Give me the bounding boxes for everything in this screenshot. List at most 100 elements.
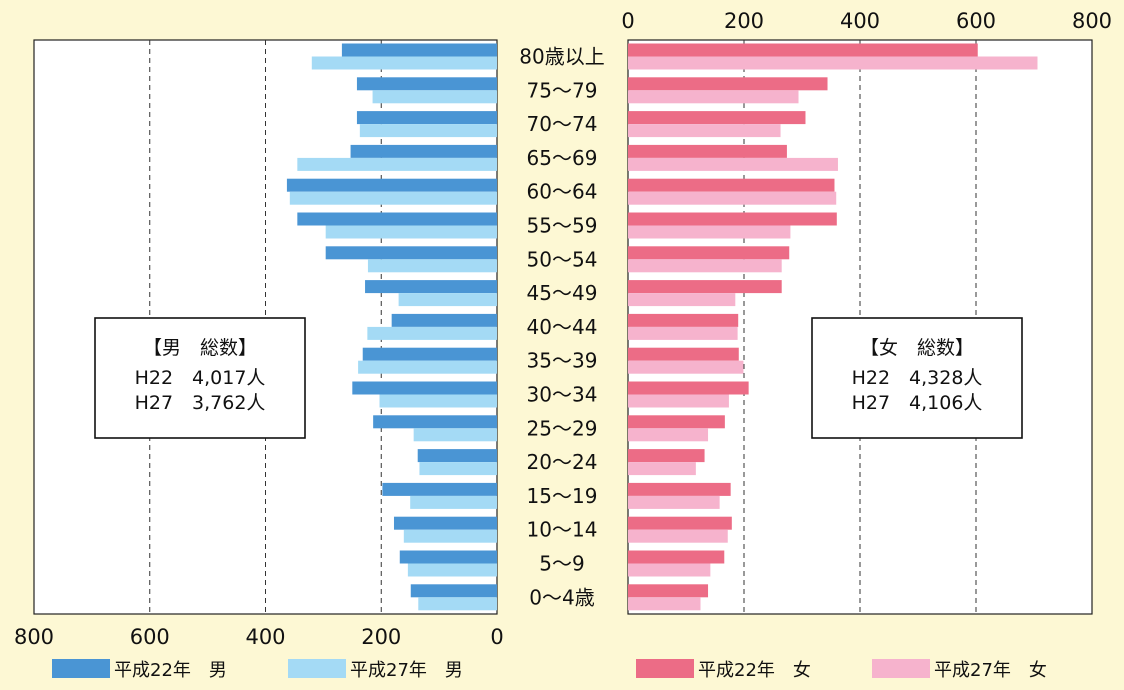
- male-bar-h22: [325, 246, 497, 260]
- age-group-label: 20～24: [527, 450, 598, 474]
- male-bar-h22: [399, 550, 497, 564]
- male-bar-h27: [359, 124, 497, 138]
- female-bar-h22: [628, 43, 978, 57]
- legend: 平成22年 男 平成27年 男 平成22年 女 平成27年 女: [52, 659, 1047, 681]
- male-bar-h22: [393, 516, 497, 530]
- female-axis-tick: 800: [1072, 9, 1112, 33]
- female-bar-h27: [628, 225, 791, 239]
- female-bar-h22: [628, 381, 749, 395]
- male-summary-line: H22 4,017人: [135, 367, 266, 389]
- male-bar-h27: [379, 394, 497, 408]
- male-bar-h27: [398, 293, 497, 307]
- male-bar-h27: [413, 428, 497, 442]
- female-axis-tick: 600: [956, 9, 996, 33]
- female-bar-h27: [628, 529, 728, 543]
- legend-label: 平成22年 男: [114, 660, 227, 681]
- female-bar-h27: [628, 259, 782, 273]
- male-bar-h27: [403, 529, 497, 543]
- female-bar-h27: [628, 191, 837, 205]
- male-axis-tick: 600: [130, 625, 170, 649]
- male-bar-h22: [382, 482, 497, 496]
- female-bar-h27: [628, 360, 744, 374]
- female-bar-h27: [628, 157, 838, 171]
- legend-label: 平成27年 女: [934, 660, 1047, 681]
- age-group-label: 55～59: [527, 214, 598, 238]
- male-bar-h22: [356, 77, 497, 91]
- female-bar-h27: [628, 293, 736, 307]
- bars: [286, 43, 1038, 611]
- female-bar-h22: [628, 111, 806, 125]
- male-bar-h27: [418, 597, 497, 611]
- tick-labels: 0 0 200 200 400 400 600 600 800 800: [14, 9, 1112, 649]
- male-bar-h27: [289, 191, 497, 205]
- age-group-label: 45～49: [527, 281, 598, 305]
- female-bar-h27: [628, 124, 781, 138]
- male-bar-h27: [407, 563, 497, 577]
- female-bar-h22: [628, 212, 837, 226]
- age-group-label: 50～54: [527, 247, 598, 271]
- age-group-label: 5～9: [539, 552, 584, 576]
- grid-lines: [149, 40, 977, 614]
- female-bar-h22: [628, 482, 731, 496]
- male-bar-h27: [372, 90, 497, 104]
- age-group-label: 65～69: [527, 146, 598, 170]
- age-group-label: 0～4歳: [529, 585, 594, 609]
- male-bar-h27: [419, 462, 497, 476]
- female-bar-h27: [628, 326, 738, 340]
- female-summary-box: [811, 317, 1023, 439]
- female-bar-h22: [628, 280, 782, 294]
- male-bar-h27: [325, 225, 497, 239]
- male-bar-h27: [410, 495, 497, 509]
- male-summary-line: H27 3,762人: [135, 392, 266, 414]
- age-group-label: 75～79: [527, 78, 598, 102]
- female-summary-title: 【女 総数】: [860, 337, 974, 359]
- male-axis-tick: 400: [245, 625, 285, 649]
- female-summary-line: H27 4,106人: [852, 392, 983, 414]
- age-group-label: 35～39: [527, 349, 598, 373]
- female-bar-h22: [628, 415, 725, 429]
- female-bar-h27: [628, 56, 1038, 70]
- male-bar-h22: [373, 415, 497, 429]
- legend-swatch: [288, 659, 346, 678]
- legend-swatch: [52, 659, 110, 678]
- male-bar-h27: [297, 157, 497, 171]
- male-bar-h22: [286, 178, 497, 192]
- female-bar-h27: [628, 495, 720, 509]
- age-group-label: 30～34: [527, 383, 598, 407]
- age-group-label: 40～44: [527, 315, 598, 339]
- male-bar-h27: [311, 56, 497, 70]
- summary-boxes: 【男 総数】 H22 4,017人 H27 3,762人 【女 総数】 H22 4,32…: [94, 317, 1023, 439]
- female-bar-h22: [628, 246, 790, 260]
- female-bar-h27: [628, 597, 701, 611]
- female-bar-h22: [628, 178, 835, 192]
- legend-swatch: [636, 659, 694, 678]
- age-group-label: 70～74: [527, 112, 598, 136]
- age-group-label: 80歳以上: [519, 45, 604, 69]
- male-bar-h22: [417, 449, 497, 463]
- male-axis-tick: 200: [361, 625, 401, 649]
- female-axis-tick: 0: [621, 9, 634, 33]
- legend-swatch: [872, 659, 930, 678]
- age-group-label: 10～14: [527, 518, 598, 542]
- male-summary-title: 【男 総数】: [143, 337, 257, 359]
- female-bar-h22: [628, 144, 787, 158]
- female-bar-h22: [628, 550, 725, 564]
- legend-label: 平成22年 女: [698, 660, 811, 681]
- age-group-label: 15～19: [527, 484, 598, 508]
- female-bar-h22: [628, 584, 709, 598]
- female-bar-h22: [628, 449, 705, 463]
- male-bar-h22: [352, 381, 497, 395]
- age-group-label: 60～64: [527, 180, 598, 204]
- male-bar-h22: [297, 212, 497, 226]
- category-labels: 80歳以上 75～79 70～74 65～69 60～64 55～59 50～54 45～49…: [519, 45, 604, 610]
- male-bar-h22: [362, 347, 497, 361]
- male-bar-h22: [356, 111, 497, 125]
- female-bar-h22: [628, 516, 732, 530]
- male-bar-h27: [367, 326, 497, 340]
- male-bar-h27: [358, 360, 497, 374]
- male-bar-h22: [391, 313, 497, 327]
- male-bar-h22: [341, 43, 497, 57]
- male-bar-h22: [365, 280, 497, 294]
